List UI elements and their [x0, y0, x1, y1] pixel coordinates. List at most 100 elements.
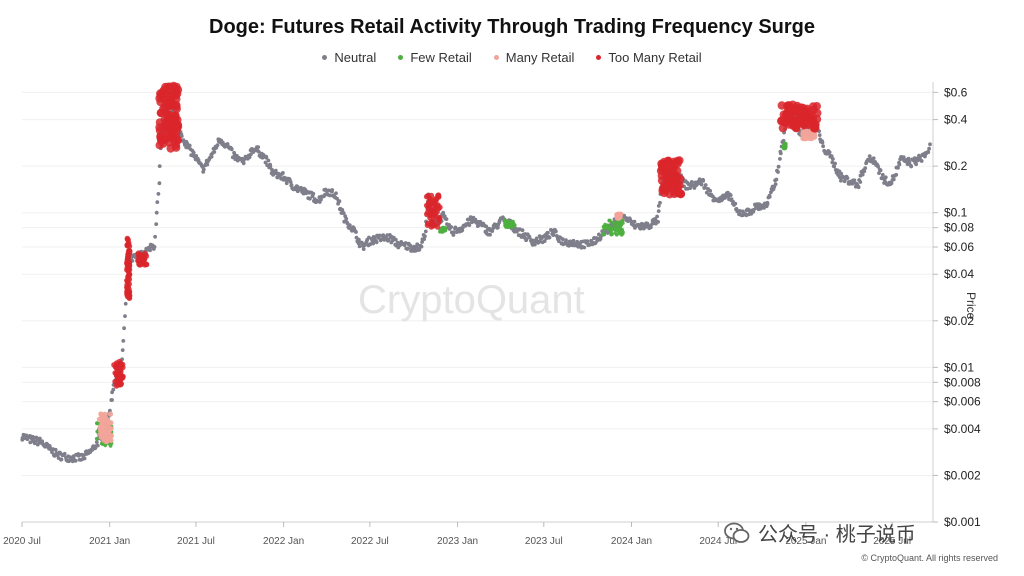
neutral-point — [703, 183, 708, 187]
too-many-retail-point — [431, 222, 438, 229]
neutral-point — [638, 226, 643, 231]
neutral-point — [249, 152, 253, 157]
neutral-point — [821, 144, 825, 149]
neutral-point — [896, 165, 900, 170]
neutral-point — [38, 436, 42, 441]
legend-label-few-retail: Few Retail — [410, 50, 472, 65]
neutral-point — [858, 180, 863, 184]
too-many-retail-point — [788, 100, 797, 109]
neutral-point — [288, 180, 293, 184]
too-many-retail-point — [428, 199, 435, 206]
neutral-point — [212, 150, 217, 154]
few-retail-point — [614, 228, 619, 233]
neutral-point — [738, 209, 742, 213]
neutral-point — [337, 199, 342, 204]
neutral-point — [557, 239, 561, 244]
too-many-retail-point — [172, 120, 182, 130]
too-many-retail-point — [425, 192, 431, 199]
too-many-retail-point — [658, 162, 667, 171]
neutral-point — [656, 209, 661, 214]
neutral-point — [765, 202, 770, 207]
y-tick-label: $0.4 — [944, 113, 968, 127]
neutral-point — [148, 248, 153, 253]
too-many-retail-point — [126, 258, 132, 264]
y-tick-label: $0.02 — [944, 314, 974, 328]
too-many-retail-point — [118, 368, 124, 375]
neutral-point — [919, 159, 924, 163]
few-retail-point — [509, 224, 513, 228]
neutral-point — [157, 181, 162, 186]
neutral-point — [268, 164, 273, 169]
few-retail-point — [94, 436, 99, 441]
neutral-point — [699, 182, 704, 187]
few-retail-point — [620, 231, 625, 236]
too-many-retail-point — [794, 115, 803, 124]
y-tick-label: $0.001 — [944, 515, 981, 529]
neutral-point — [122, 326, 126, 331]
neutral-point — [901, 155, 906, 160]
few-retail-point — [442, 226, 446, 231]
legend-item-neutral[interactable]: Neutral — [322, 50, 376, 65]
neutral-point — [123, 301, 128, 306]
legend-item-too-many-retail[interactable]: Too Many Retail — [596, 50, 702, 65]
too-many-retail-point — [164, 138, 174, 147]
too-many-retail-point — [163, 82, 172, 92]
neutral-point — [533, 242, 537, 247]
too-many-retail-point — [126, 250, 132, 257]
neutral-point — [928, 142, 932, 147]
few-retail-point — [439, 228, 443, 233]
neutral-point — [419, 244, 424, 249]
y-tick-label: $0.6 — [944, 85, 968, 99]
legend: Neutral Few Retail Many Retail Too Many … — [0, 50, 1024, 65]
too-many-retail-point — [675, 156, 684, 165]
neutral-point — [645, 221, 650, 226]
too-many-retail-point — [808, 120, 818, 129]
neutral-point — [832, 164, 837, 169]
neutral-point — [357, 244, 362, 249]
legend-item-many-retail[interactable]: Many Retail — [493, 50, 574, 65]
neutral-point — [820, 140, 825, 145]
few-retail-point — [108, 444, 113, 448]
neutral-point — [527, 235, 532, 240]
too-many-retail-point — [118, 362, 125, 369]
neutral-point — [120, 348, 125, 352]
too-many-retail-point — [171, 91, 181, 100]
neutral-point — [560, 237, 565, 242]
neutral-point — [289, 183, 294, 187]
neutral-point — [187, 143, 192, 148]
neutral-point — [354, 230, 358, 234]
legend-dot-many-retail — [493, 55, 499, 60]
neutral-point — [201, 167, 206, 172]
neutral-point — [909, 164, 914, 169]
neutral-point — [883, 175, 888, 180]
legend-item-few-retail[interactable]: Few Retail — [398, 50, 472, 65]
neutral-point — [311, 191, 316, 196]
legend-dot-few-retail — [398, 55, 404, 60]
x-tick-label: 2022 Jul — [351, 536, 389, 547]
many-retail-point — [614, 215, 620, 221]
many-retail-point — [803, 128, 809, 134]
neutral-point — [53, 447, 58, 452]
neutral-point — [153, 234, 158, 239]
neutral-point — [71, 455, 76, 460]
neutral-point — [862, 169, 867, 174]
neutral-point — [154, 222, 159, 227]
neutral-point — [878, 168, 883, 173]
many-retail-point — [105, 417, 111, 423]
y-tick-label: $0.006 — [944, 395, 981, 409]
neutral-point — [361, 247, 366, 252]
too-many-retail-point — [435, 192, 441, 199]
many-retail-point — [98, 428, 104, 434]
neutral-point — [281, 171, 285, 175]
too-many-retail-point — [156, 91, 165, 100]
too-many-retail-point — [162, 128, 172, 137]
neutral-point — [877, 171, 881, 176]
neutral-point — [308, 196, 312, 201]
neutral-point — [860, 172, 865, 177]
y-tick-label: $0.2 — [944, 159, 968, 173]
x-axis: 2020 Jul 2021 Jan 2021 Jul 2022 Jan 2022 Jul… — [3, 521, 933, 547]
neutral-point — [488, 232, 492, 237]
neutral-point — [689, 180, 694, 184]
few-retail-point — [610, 220, 615, 225]
neutral-point — [247, 155, 252, 160]
